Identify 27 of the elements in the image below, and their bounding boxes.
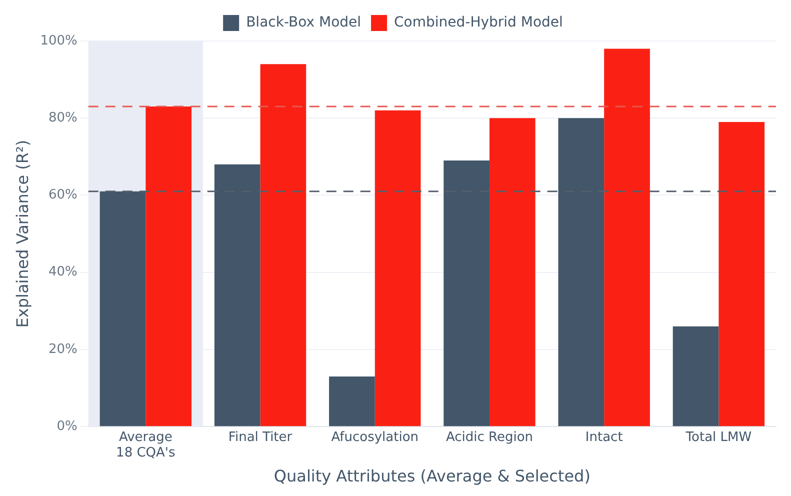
bar [214,164,260,426]
bar [444,160,490,426]
legend-label: Combined-Hybrid Model [394,14,563,31]
bar [329,376,375,426]
x-tick-label: Average 18 CQA's [116,430,176,460]
bar [604,48,650,426]
y-tick-label: 0% [56,418,78,434]
x-tick-label: Acidic Region [446,430,534,445]
x-tick-label: Intact [585,430,623,445]
bar [718,122,765,426]
y-tick-label: 20% [48,342,78,357]
y-tick-label: 100% [40,33,78,48]
x-axis-title: Quality Attributes (Average & Selected) [274,466,590,486]
bar [100,191,146,426]
bar [260,64,306,426]
x-tick-label: Afucosylation [331,430,419,445]
y-tick-label: 60% [48,188,78,203]
x-tick-label: Total LMW [684,430,752,445]
bar [374,110,421,426]
y-axis-title: Explained Variance (R²) [12,140,32,328]
legend-label: Black-Box Model [246,14,362,31]
bar [558,118,604,426]
bar [672,326,719,426]
y-tick-label: 80% [48,110,78,126]
bar [489,118,536,426]
x-tick-label: Final Titer [228,430,293,445]
y-tick-label: 40% [48,264,78,280]
